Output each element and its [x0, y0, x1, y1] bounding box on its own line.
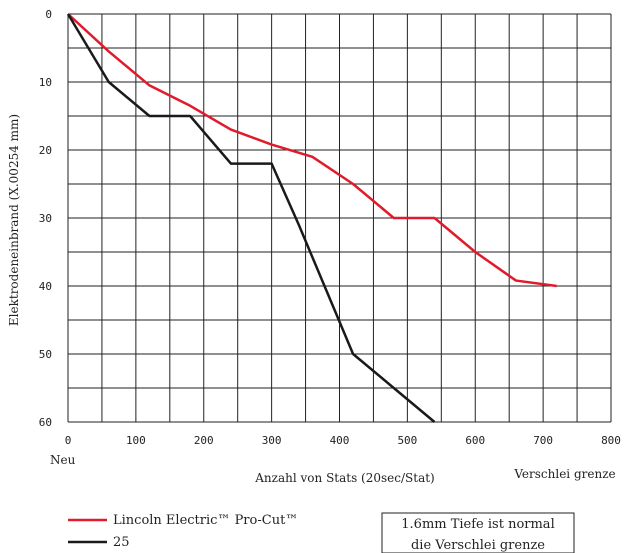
series-line-25 — [66, 13, 436, 423]
y-axis-label: Elektrodeneinbrand (X.00254 mm) — [7, 114, 21, 326]
note-line-1: 1.6mm Tiefe ist normal — [401, 517, 554, 532]
x-axis-label: Anzahl von Stats (20sec/Stat) — [254, 471, 434, 485]
x-tick-label: 200 — [194, 434, 214, 447]
y-tick-label: 30 — [39, 212, 52, 225]
x-tick-label: 700 — [533, 434, 553, 447]
note-box: 1.6mm Tiefe ist normal die Verschlei gre… — [381, 512, 575, 553]
y-tick-label: 50 — [39, 348, 52, 361]
x-tick-label: 300 — [262, 434, 282, 447]
y-tick-label: 20 — [39, 144, 52, 157]
x-tick-label: 400 — [330, 434, 350, 447]
legend-label-lincoln: Lincoln Electric™ Pro-Cut™ — [113, 513, 298, 528]
y-tick-label: 10 — [39, 76, 52, 89]
x-tick-label: 800 — [601, 434, 621, 447]
legend: Lincoln Electric™ Pro-Cut™ 25 — [68, 513, 298, 550]
grid — [67, 13, 612, 423]
series-line-lincoln — [67, 13, 557, 288]
x-tick-label: 600 — [465, 434, 485, 447]
x-axis-limit-label: Verschlei grenze — [513, 467, 615, 481]
series-group — [66, 13, 557, 423]
x-tick-label: 0 — [65, 434, 72, 447]
y-tick-label: 40 — [39, 280, 52, 293]
x-axis: 0 100 200 300 400 500 600 700 800 — [65, 434, 621, 447]
legend-label-25: 25 — [113, 535, 130, 550]
x-tick-label: 500 — [397, 434, 417, 447]
note-box-border — [381, 512, 575, 553]
y-tick-label: 60 — [39, 416, 52, 429]
y-axis: 0 10 20 30 40 50 60 — [39, 8, 52, 429]
x-axis-new-label: Neu — [50, 453, 76, 467]
note-line-2: die Verschlei grenze — [411, 538, 545, 553]
x-tick-label: 100 — [126, 434, 146, 447]
y-tick-label: 0 — [45, 8, 52, 21]
